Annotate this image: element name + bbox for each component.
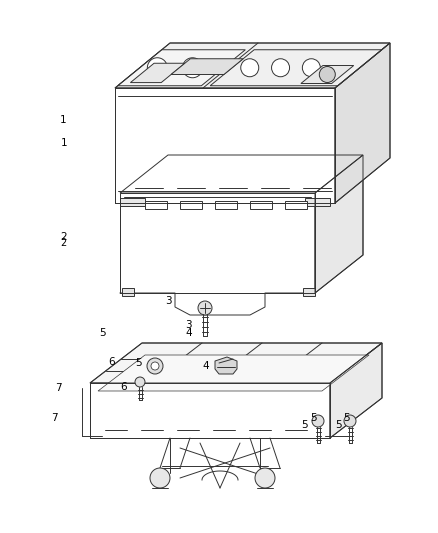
Text: 5: 5	[99, 328, 106, 338]
Text: 2: 2	[60, 232, 67, 242]
Circle shape	[147, 358, 163, 374]
Polygon shape	[118, 50, 245, 86]
Polygon shape	[305, 198, 330, 206]
Polygon shape	[122, 288, 134, 296]
Circle shape	[135, 377, 145, 387]
Text: 2: 2	[60, 238, 66, 248]
Text: 1: 1	[60, 115, 67, 125]
Text: 6: 6	[121, 382, 127, 392]
Polygon shape	[90, 383, 330, 438]
Circle shape	[272, 59, 290, 77]
Polygon shape	[145, 201, 167, 209]
Text: 5: 5	[343, 414, 350, 423]
Circle shape	[344, 415, 356, 427]
Text: 4: 4	[185, 328, 192, 338]
Polygon shape	[330, 343, 382, 438]
Text: 6: 6	[108, 358, 115, 367]
Polygon shape	[115, 88, 335, 203]
Polygon shape	[171, 59, 243, 75]
Polygon shape	[215, 357, 237, 374]
Polygon shape	[285, 201, 307, 209]
Polygon shape	[98, 355, 369, 391]
Text: 5: 5	[135, 358, 141, 368]
Circle shape	[198, 301, 212, 315]
Text: 1: 1	[61, 138, 67, 148]
Text: 5: 5	[335, 420, 341, 430]
Circle shape	[241, 59, 259, 77]
Circle shape	[147, 58, 167, 78]
Text: 5: 5	[302, 420, 308, 430]
Circle shape	[255, 468, 275, 488]
Text: 5: 5	[310, 414, 317, 423]
Text: 3: 3	[165, 296, 172, 306]
Text: 7: 7	[55, 383, 61, 393]
Circle shape	[151, 362, 159, 370]
Polygon shape	[301, 66, 354, 84]
Circle shape	[150, 468, 170, 488]
Polygon shape	[120, 193, 315, 293]
Polygon shape	[250, 201, 272, 209]
Polygon shape	[315, 155, 363, 293]
Polygon shape	[131, 63, 185, 83]
Polygon shape	[335, 43, 390, 203]
Text: 7: 7	[51, 414, 58, 423]
Text: 3: 3	[185, 320, 191, 330]
Circle shape	[183, 58, 202, 78]
Circle shape	[312, 415, 324, 427]
Polygon shape	[120, 198, 145, 206]
Circle shape	[302, 59, 320, 77]
Polygon shape	[90, 343, 382, 383]
Polygon shape	[120, 155, 363, 193]
Circle shape	[319, 67, 336, 83]
Polygon shape	[210, 50, 382, 86]
Polygon shape	[215, 201, 237, 209]
Polygon shape	[180, 201, 202, 209]
Polygon shape	[303, 288, 315, 296]
Text: 4: 4	[203, 361, 209, 371]
Polygon shape	[115, 43, 390, 88]
